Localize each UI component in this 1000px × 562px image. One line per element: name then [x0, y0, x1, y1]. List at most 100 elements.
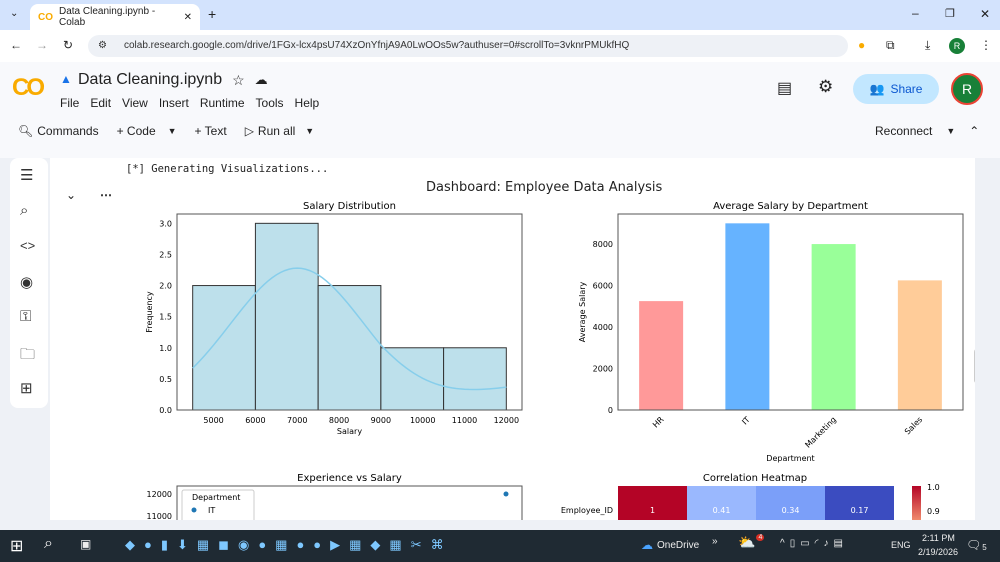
output-menu-icon[interactable]: ⋯: [100, 188, 112, 202]
clock-date[interactable]: 2/19/2026: [918, 547, 959, 557]
y-axis-label: Average Salary: [578, 281, 587, 342]
legend-title: Department: [192, 493, 240, 502]
y-tick-label: 6000: [593, 282, 613, 291]
row-label: Employee_ID: [561, 506, 613, 515]
download-icon[interactable]: ⤓: [925, 38, 931, 52]
close-tab-icon[interactable]: ✕: [183, 11, 192, 23]
legend-item: IT: [208, 506, 215, 515]
collapse-cell-icon[interactable]: ⌄: [66, 188, 77, 202]
heatmap-cell: [687, 486, 756, 520]
histogram-bar: [443, 347, 507, 411]
back-icon[interactable]: ←: [10, 38, 22, 52]
url-input[interactable]: ⚙ colab.research.google.com/drive/1FGx-l…: [88, 35, 848, 57]
comments-icon[interactable]: ▤: [777, 80, 793, 97]
system-tray-icons[interactable]: ^▯▭◜♪▤: [780, 538, 848, 549]
cloud-icon[interactable]: ☁: [254, 72, 268, 87]
x-tick-label: Sales: [903, 415, 924, 436]
chevron-down-icon[interactable]: ▼: [305, 126, 315, 136]
menu-help[interactable]: Help: [294, 96, 320, 110]
new-tab-icon[interactable]: +: [208, 6, 217, 22]
language-indicator[interactable]: ENG: [891, 540, 911, 550]
menu-edit[interactable]: Edit: [90, 96, 112, 110]
browser-tab[interactable]: CO Data Cleaning.ipynb - Colab ✕: [30, 4, 200, 30]
colorbar: [912, 486, 921, 520]
play-icon: ▷: [244, 124, 254, 138]
menu-runtime[interactable]: Runtime: [199, 96, 245, 110]
data-table-icon[interactable]: ⊞: [20, 380, 33, 397]
notebook-title[interactable]: Data Cleaning.ipynb: [78, 71, 223, 88]
menu-insert[interactable]: Insert: [158, 96, 189, 110]
notifications-button[interactable]: 🗨 5: [966, 538, 987, 552]
toc-icon[interactable]: ☰: [20, 167, 34, 184]
settings-gear-icon[interactable]: ⚙: [818, 77, 834, 96]
restore-icon[interactable]: ❐: [945, 8, 955, 20]
reload-icon[interactable]: ↻: [63, 38, 74, 52]
extensions-puzzle-icon[interactable]: ⧉: [886, 38, 895, 52]
minimize-icon[interactable]: –: [912, 6, 919, 20]
url-text: colab.research.google.com/drive/1FGx-lcx…: [124, 40, 630, 51]
menu-file[interactable]: File: [60, 96, 80, 110]
clock-time[interactable]: 2:11 PM: [922, 533, 955, 543]
extension-icon[interactable]: ●: [858, 38, 866, 52]
x-tick-label: 12000: [494, 416, 519, 425]
menu-tools[interactable]: Tools: [255, 96, 284, 110]
dashboard-title: Dashboard: Employee Data Analysis: [426, 180, 663, 195]
x-tick-label: 5000: [203, 416, 223, 425]
collapse-header-icon[interactable]: ⌃: [969, 124, 980, 138]
code-snippets-icon[interactable]: <>: [20, 238, 36, 253]
tab-search-icon[interactable]: ⌄: [10, 8, 19, 19]
y-tick-label: 1.0: [159, 344, 172, 353]
site-info-icon[interactable]: ⚙: [98, 40, 107, 51]
profile-avatar[interactable]: R: [949, 38, 965, 54]
y-axis-label: Frequency: [145, 291, 154, 333]
tab-title: Data Cleaning.ipynb - Colab: [59, 6, 156, 28]
onedrive-button[interactable]: ☁ OneDrive: [641, 538, 699, 552]
y-tick-label: 4000: [593, 323, 613, 332]
add-code-button[interactable]: + Code ▼: [117, 124, 177, 138]
commands-label: Commands: [37, 124, 99, 138]
colorbar-tick: 0.9: [927, 507, 940, 516]
find-icon[interactable]: ⌕: [20, 202, 29, 219]
weather-badge: 4: [756, 534, 765, 541]
chevron-down-icon[interactable]: ▼: [167, 126, 177, 136]
x-tick-label: HR: [651, 415, 666, 430]
variables-icon[interactable]: ◉: [20, 274, 34, 291]
x-tick-label: 11000: [452, 416, 477, 425]
weather-widget[interactable]: ⛅ 4: [738, 534, 765, 551]
star-icon[interactable]: ☆: [232, 71, 245, 88]
add-text-button[interactable]: + Text: [194, 124, 227, 138]
axes-frame: [176, 213, 523, 411]
reconnect-group: Reconnect ▼ ⌃: [875, 124, 979, 138]
pinned-apps-icons[interactable]: ◆●▮⬇▦◼◉●▦●●▶▦◆▦✂⌘: [125, 537, 453, 552]
chevron-down-icon[interactable]: ▼: [946, 126, 956, 136]
browser-menu-icon[interactable]: ⋮: [980, 38, 992, 52]
search-icon[interactable]: ⌕: [44, 535, 53, 552]
secrets-key-icon[interactable]: ⚿: [20, 308, 32, 325]
scatter-point: [503, 491, 509, 497]
commands-button[interactable]: 🔍︎ Commands: [18, 124, 99, 138]
account-avatar[interactable]: R: [951, 73, 983, 105]
reconnect-button[interactable]: Reconnect: [875, 124, 933, 138]
more-chevron-icon[interactable]: »: [712, 536, 718, 547]
windows-start-icon[interactable]: ⊞: [10, 538, 24, 555]
bar-hr: [639, 301, 684, 410]
close-window-icon[interactable]: ✕: [980, 7, 991, 21]
y-tick-label: 12000: [147, 490, 172, 499]
axes-frame: [176, 485, 523, 520]
bar-marketing: [811, 244, 856, 410]
files-folder-icon[interactable]: 🗀: [20, 346, 36, 363]
task-view-icon[interactable]: ▣: [80, 537, 92, 551]
heatmap-cell: [756, 486, 825, 520]
x-axis-label: Department: [766, 454, 814, 463]
share-button[interactable]: 👥 Share: [853, 74, 939, 104]
bar-it: [725, 223, 770, 410]
forward-icon[interactable]: →: [36, 38, 48, 52]
notification-count: 5: [982, 543, 987, 552]
colab-logo[interactable]: CO: [12, 74, 45, 101]
histogram-bar: [380, 347, 445, 411]
heatmap-cell: [618, 486, 687, 520]
run-all-button[interactable]: ▷ Run all ▼: [245, 124, 315, 138]
scrollbar-thumb[interactable]: [974, 348, 975, 384]
windows-taskbar: ⊞ ⌕ ▣ ◆●▮⬇▦◼◉●▦●●▶▦◆▦✂⌘ ☁ OneDrive » ⛅ 4…: [0, 530, 1000, 562]
menu-view[interactable]: View: [122, 96, 148, 110]
